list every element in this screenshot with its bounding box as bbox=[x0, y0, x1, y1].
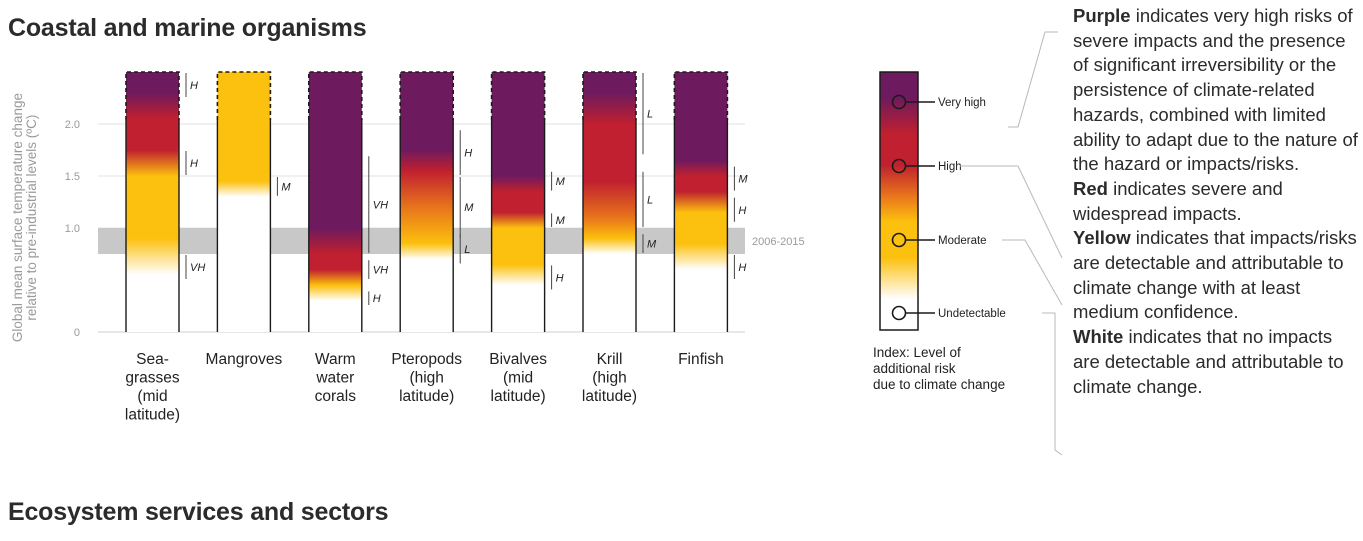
confidence-label: M bbox=[556, 176, 566, 188]
ember-bars: VHHHSea-grasses(midlatitude)MMangrovesHV… bbox=[125, 71, 748, 424]
category-label: latitude) bbox=[399, 388, 454, 405]
section-title-coastal-marine: Coastal and marine organisms bbox=[8, 14, 367, 42]
category-label: (mid bbox=[137, 388, 167, 405]
legend-color-bar bbox=[879, 71, 919, 331]
confidence-label: L bbox=[647, 194, 653, 206]
y-tick-label: 2.0 bbox=[65, 119, 80, 131]
category-label: Warm bbox=[315, 351, 356, 368]
confidence-label: H bbox=[464, 148, 472, 160]
confidence-label: H bbox=[190, 80, 198, 92]
ember-dashed-outline bbox=[399, 71, 454, 120]
ember-bar bbox=[400, 72, 454, 332]
confidence-label: H bbox=[738, 205, 746, 217]
category-label: Mangroves bbox=[206, 351, 283, 368]
category-label: corals bbox=[315, 388, 357, 405]
category-label: (high bbox=[592, 370, 626, 387]
category-label: Pteropods bbox=[391, 351, 462, 368]
y-tick-label: 0 bbox=[74, 327, 80, 339]
y-axis-title: Global mean surface temperature change bbox=[10, 93, 25, 342]
description-yellow-keyword: Yellow bbox=[1073, 227, 1131, 249]
confidence-label: H bbox=[556, 272, 564, 284]
confidence-label: L bbox=[647, 109, 653, 121]
category-label: water bbox=[315, 370, 354, 387]
legend-level-label: High bbox=[938, 161, 962, 173]
ember-bar bbox=[126, 72, 179, 332]
confidence-label: M bbox=[464, 202, 474, 214]
ember-dashed-outline bbox=[490, 71, 546, 120]
confidence-label: VH bbox=[373, 200, 388, 212]
category-label: (mid bbox=[503, 370, 533, 387]
confidence-label: M bbox=[281, 181, 291, 193]
category-label: grasses bbox=[125, 370, 180, 387]
description-yellow: Yellow indicates that impacts/risks are … bbox=[1073, 226, 1363, 325]
description-purple-keyword: Purple bbox=[1073, 5, 1131, 26]
y-axis: 0 1.0 1.5 2.0 Global mean surface temperatur… bbox=[10, 93, 80, 342]
y-axis-title: relative to pre-industrial levels (ºC) bbox=[24, 115, 39, 321]
leader-line bbox=[1042, 312, 1063, 456]
ember-bar bbox=[583, 72, 636, 332]
description-purple: Purple indicates very high risks of seve… bbox=[1073, 4, 1363, 177]
ember-dashed-outline bbox=[216, 71, 272, 120]
legend-level-label: Undetectable bbox=[938, 308, 1006, 320]
leader-line bbox=[1002, 239, 1063, 306]
category-label: latitude) bbox=[125, 407, 180, 424]
legend-caption: due to climate change bbox=[873, 377, 1005, 392]
description-red-keyword: Red bbox=[1073, 177, 1108, 199]
ember-dashed-outline bbox=[308, 71, 363, 120]
confidence-label: H bbox=[738, 262, 746, 274]
confidence-label: VH bbox=[190, 262, 205, 274]
category-label: Krill bbox=[597, 351, 623, 368]
ember-bar bbox=[308, 72, 362, 332]
ember-bar bbox=[491, 72, 545, 332]
confidence-label: M bbox=[647, 239, 657, 251]
risk-index-legend: Very high High Moderate Undetectable Index: … bbox=[873, 71, 1006, 392]
description-white-keyword: White bbox=[1073, 326, 1124, 348]
confidence-label: L bbox=[464, 244, 470, 256]
confidence-label: M bbox=[738, 174, 748, 186]
leader-lines bbox=[960, 31, 1063, 456]
description-white: White indicates that no impacts are dete… bbox=[1073, 325, 1363, 399]
y-tick-label: 1.5 bbox=[65, 171, 80, 183]
category-label: Bivalves bbox=[489, 351, 547, 368]
confidence-label: H bbox=[373, 293, 381, 305]
confidence-label: M bbox=[556, 215, 566, 227]
ember-dashed-outline bbox=[582, 71, 637, 120]
ember-dashed-outline bbox=[125, 71, 180, 120]
section-title-ecosystem-services: Ecosystem services and sectors bbox=[8, 498, 389, 526]
category-label: (high bbox=[409, 370, 443, 387]
confidence-label: VH bbox=[373, 265, 388, 277]
category-label: Sea- bbox=[136, 351, 169, 368]
ember-bar bbox=[674, 72, 728, 332]
ember-bar bbox=[217, 72, 271, 332]
confidence-label: H bbox=[190, 158, 198, 170]
ember-dashed-outline bbox=[673, 71, 729, 120]
description-purple-text: indicates very high risks of severe impa… bbox=[1073, 5, 1358, 175]
description-white-text: indicates that no impacts are detectable… bbox=[1073, 326, 1344, 397]
category-label: Finfish bbox=[678, 351, 724, 368]
description-yellow-text: indicates that impacts/risks are detecta… bbox=[1073, 227, 1357, 323]
legend-level-label: Very high bbox=[938, 97, 986, 109]
observed-period-label: 2006-2015 bbox=[752, 236, 805, 248]
color-descriptions: Purple indicates very high risks of seve… bbox=[1073, 4, 1363, 399]
legend-caption: Index: Level of bbox=[873, 345, 961, 360]
category-label: latitude) bbox=[491, 388, 546, 405]
description-red: Red indicates severe and widespread impa… bbox=[1073, 177, 1363, 226]
leader-line bbox=[1008, 31, 1058, 128]
leader-line bbox=[960, 165, 1063, 259]
description-red-text: indicates severe and widespread impacts. bbox=[1073, 177, 1283, 224]
y-tick-label: 1.0 bbox=[65, 223, 80, 235]
legend-caption: additional risk bbox=[873, 361, 956, 376]
category-label: latitude) bbox=[582, 388, 637, 405]
legend-level-label: Moderate bbox=[938, 235, 987, 247]
